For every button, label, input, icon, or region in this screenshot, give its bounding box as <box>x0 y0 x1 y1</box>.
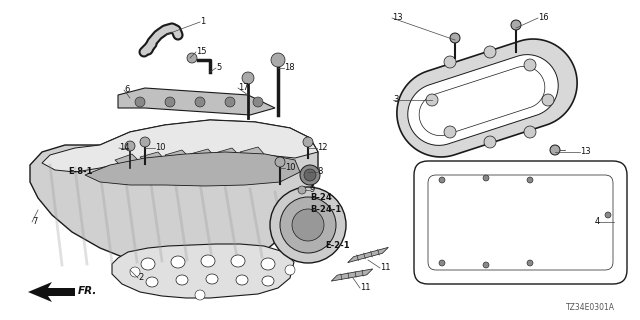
Text: 2: 2 <box>138 274 143 283</box>
Text: 12: 12 <box>317 143 328 153</box>
Circle shape <box>527 260 533 266</box>
Circle shape <box>605 212 611 218</box>
Circle shape <box>125 141 135 151</box>
Circle shape <box>484 46 496 58</box>
FancyBboxPatch shape <box>428 175 613 270</box>
Circle shape <box>511 20 521 30</box>
Circle shape <box>524 59 536 71</box>
Ellipse shape <box>171 256 185 268</box>
Polygon shape <box>408 55 558 145</box>
Text: 7: 7 <box>32 218 37 227</box>
Circle shape <box>483 175 489 181</box>
Circle shape <box>187 53 197 63</box>
Circle shape <box>426 94 438 106</box>
Ellipse shape <box>231 255 245 267</box>
Circle shape <box>483 262 489 268</box>
Text: 11: 11 <box>360 284 371 292</box>
Ellipse shape <box>146 277 158 287</box>
Circle shape <box>303 137 313 147</box>
Circle shape <box>444 56 456 68</box>
Circle shape <box>304 169 316 181</box>
Text: 13: 13 <box>580 148 591 156</box>
Circle shape <box>484 136 496 148</box>
Text: 6: 6 <box>124 85 129 94</box>
Polygon shape <box>332 269 372 281</box>
Circle shape <box>140 137 150 147</box>
Text: E-8-1: E-8-1 <box>68 167 93 177</box>
Polygon shape <box>112 244 294 298</box>
Ellipse shape <box>206 274 218 284</box>
Circle shape <box>135 97 145 107</box>
Polygon shape <box>240 147 265 160</box>
Polygon shape <box>419 67 545 136</box>
Text: 18: 18 <box>284 63 294 73</box>
Text: 3: 3 <box>393 95 398 105</box>
Circle shape <box>242 72 254 84</box>
Ellipse shape <box>176 275 188 285</box>
Circle shape <box>542 94 554 106</box>
Circle shape <box>439 177 445 183</box>
Circle shape <box>550 145 560 155</box>
Text: 16: 16 <box>538 13 548 22</box>
Text: 17: 17 <box>238 84 248 92</box>
Polygon shape <box>165 150 190 163</box>
Text: E-2-1: E-2-1 <box>325 241 349 250</box>
Ellipse shape <box>236 275 248 285</box>
Ellipse shape <box>262 276 274 286</box>
Circle shape <box>439 260 445 266</box>
Text: 8: 8 <box>317 167 323 177</box>
Circle shape <box>253 97 263 107</box>
Polygon shape <box>397 39 577 157</box>
Ellipse shape <box>261 258 275 270</box>
Circle shape <box>300 165 320 185</box>
Text: 4: 4 <box>595 218 600 227</box>
Circle shape <box>450 33 460 43</box>
Circle shape <box>280 197 336 253</box>
Circle shape <box>298 186 306 194</box>
Text: 11: 11 <box>380 263 390 273</box>
Polygon shape <box>140 152 165 165</box>
Circle shape <box>285 265 295 275</box>
Polygon shape <box>115 154 140 168</box>
Polygon shape <box>42 120 318 172</box>
Polygon shape <box>30 120 318 270</box>
Circle shape <box>444 126 456 138</box>
Ellipse shape <box>141 258 155 270</box>
Text: 14: 14 <box>119 143 129 153</box>
Text: 9: 9 <box>310 186 316 195</box>
Circle shape <box>524 126 536 138</box>
FancyBboxPatch shape <box>414 161 627 284</box>
Text: 15: 15 <box>196 47 207 57</box>
Text: 10: 10 <box>155 143 166 153</box>
Circle shape <box>195 97 205 107</box>
Circle shape <box>292 209 324 241</box>
Circle shape <box>527 177 533 183</box>
Polygon shape <box>28 282 75 302</box>
Text: 5: 5 <box>216 63 221 73</box>
Circle shape <box>165 97 175 107</box>
Text: 1: 1 <box>200 18 205 27</box>
Polygon shape <box>215 148 240 161</box>
Text: FR.: FR. <box>78 286 97 296</box>
Ellipse shape <box>201 255 215 267</box>
Circle shape <box>271 53 285 67</box>
Polygon shape <box>85 152 300 186</box>
Polygon shape <box>348 247 388 263</box>
Circle shape <box>195 290 205 300</box>
Text: TZ34E0301A: TZ34E0301A <box>566 303 615 312</box>
Text: 10: 10 <box>285 164 296 172</box>
Text: B-24: B-24 <box>310 194 332 203</box>
Text: B-24-1: B-24-1 <box>310 205 341 214</box>
Circle shape <box>225 97 235 107</box>
Circle shape <box>130 267 140 277</box>
Polygon shape <box>190 149 215 162</box>
Text: 13: 13 <box>392 13 403 22</box>
Circle shape <box>275 157 285 167</box>
Circle shape <box>270 187 346 263</box>
Polygon shape <box>118 88 275 115</box>
